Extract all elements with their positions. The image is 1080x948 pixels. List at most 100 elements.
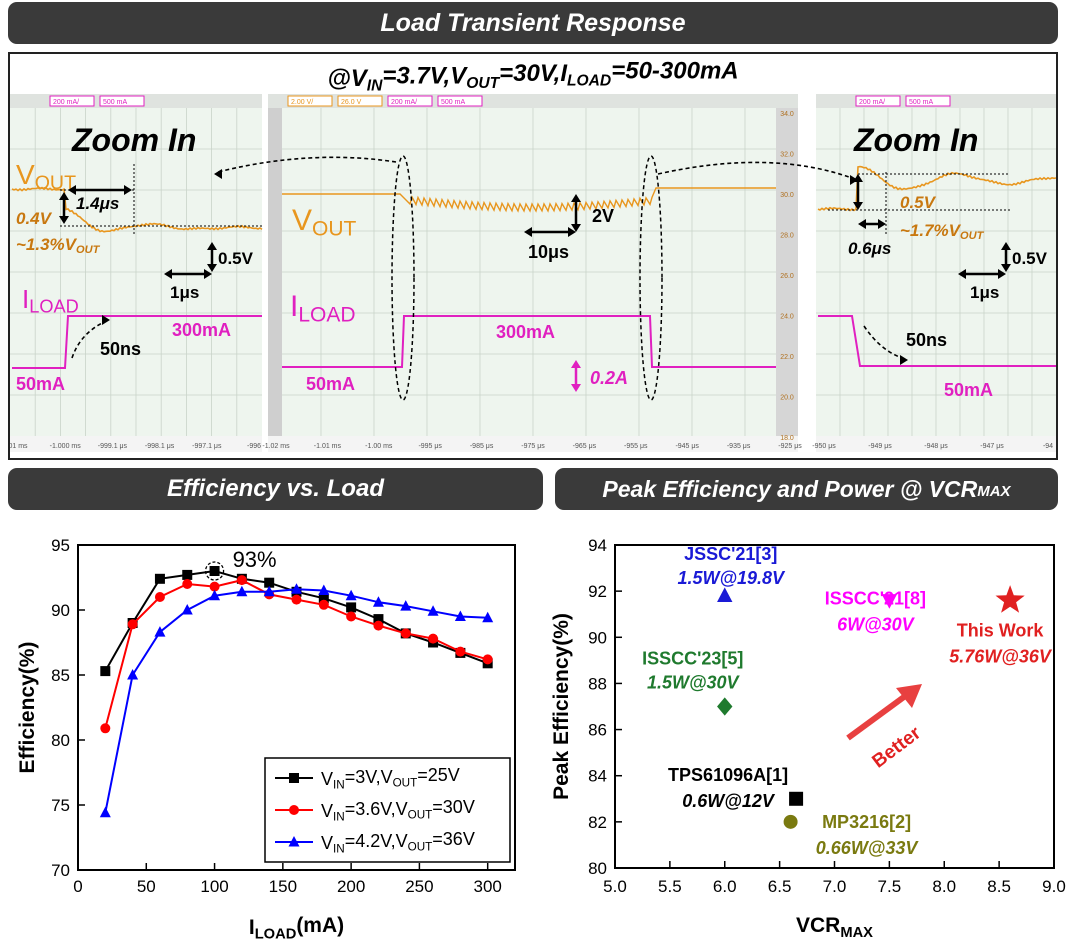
left-rise-time: 50ns — [100, 339, 141, 359]
legend-swatch-marker — [288, 836, 300, 847]
vout-label-middle-part: V — [292, 204, 312, 237]
peak-xtick-label: 5.5 — [658, 877, 682, 896]
peak-xtick-label: 9.0 — [1042, 877, 1066, 896]
vout-label-left-part: V — [16, 159, 35, 190]
right-tdiv: 1μs — [970, 283, 999, 302]
peak-xtick-label: 8.5 — [987, 877, 1011, 896]
scope-time-tick: -1.00 ms — [365, 443, 393, 450]
better-arrow-head — [896, 684, 922, 708]
efficiency-point — [182, 579, 193, 589]
scope-time-tick: 01 ms — [10, 443, 28, 450]
efficiency-point — [346, 611, 357, 622]
scope-chip-text: 500 mA — [441, 99, 465, 106]
waveform-iload-middle — [282, 315, 776, 368]
legend-label-part: V — [321, 833, 333, 853]
efficiency-point — [264, 577, 275, 588]
scope-time-tick: -925 μs — [778, 443, 802, 450]
test-condition-part: @V — [327, 65, 368, 92]
vdiv-arrow-right-head-top — [1001, 242, 1011, 250]
efficiency-legend — [264, 757, 511, 863]
peak-point-3 — [717, 697, 733, 716]
banner-load-transient: Load Transient Response — [8, 2, 1058, 44]
left-tdiv: 1μs — [170, 283, 199, 302]
iload-label-left-part: I — [22, 284, 29, 314]
scope-chip — [287, 95, 333, 107]
legend-label: VIN=3.6V,VOUT=30V — [321, 797, 475, 823]
left-undershoot: 0.4V — [16, 209, 53, 228]
left-vdiv-part: 0.5V — [218, 249, 254, 268]
efficiency-point — [482, 654, 493, 665]
scope-chip-text: 200 mA/ — [53, 99, 79, 106]
peak-point-name: ISSCC'23[5] — [642, 649, 743, 669]
efficiency-xtick-label: 250 — [405, 877, 433, 896]
scope-side-bar-left — [268, 108, 282, 436]
peak-ytick-label: 92 — [588, 582, 607, 601]
peak-point-0 — [717, 587, 733, 603]
efficiency-point — [154, 592, 165, 602]
peak-ytick-label: 84 — [588, 767, 607, 786]
efficiency-ylabel: Efficiency(%) — [16, 642, 39, 774]
efficiency-series-line-0 — [104, 569, 489, 672]
peak-ytick-label: 88 — [588, 674, 607, 693]
zoom-in-label-right: Zoom In — [853, 122, 978, 158]
efficiency-ytick-label: 80 — [51, 731, 70, 750]
peak-ytick-label: 90 — [588, 628, 607, 647]
scope-panel-right: 200 mA/500 mA -950 μs -949 μs -948 μs -947 μ… — [812, 94, 1056, 452]
peak-point-name: ISSCC'21[8] — [825, 588, 926, 608]
right-overshoot-part: 0.5V — [900, 193, 937, 212]
better-arrow-shaft — [846, 691, 910, 741]
efficiency-point — [482, 611, 494, 623]
scope-time-tick: -94 — [1043, 443, 1053, 450]
scope-time-tick: -947 μs — [980, 443, 1004, 450]
scope-time-tick: -999.1 μs — [98, 443, 128, 450]
scope-time-tick: -949 μs — [868, 443, 892, 450]
left-recover-time: 1.4μs — [76, 194, 119, 213]
efficiency-point — [318, 593, 329, 604]
peak-point-power: 1.5W@30V — [647, 673, 741, 693]
recover-arrow-right-head-left — [858, 219, 866, 229]
vout-label-left: VOUT — [16, 159, 76, 194]
efficiency-point — [127, 618, 138, 628]
peak-point-power: 1.5W@19.8V — [677, 568, 786, 588]
scope-scale-label: 18.0 — [780, 435, 794, 442]
scope-time-tick: -996 — [247, 443, 261, 450]
efficiency-point — [400, 628, 411, 639]
test-condition-part: =3.7V,V — [382, 62, 468, 89]
peak-ytick-label: 86 — [588, 721, 607, 740]
scope-panel-left: 200 mA/500 mA 01 ms -1.000 ms -999.1 μs -998… — [10, 94, 262, 452]
banner-peak-efficiency: Peak Efficiency and Power @ VCR MAX — [555, 468, 1058, 510]
right-pct-part: OUT — [960, 230, 985, 242]
tdiv-arrow-middle-head-right — [568, 227, 576, 237]
peak-point-name: JSSC'21[3] — [684, 544, 777, 564]
scope-time-tick: -1.02 ms — [262, 443, 290, 450]
right-vdiv-part: 0.5V — [1012, 249, 1048, 268]
waveform-vout-right — [817, 165, 1056, 212]
legend-label: VIN=4.2V,VOUT=36V — [321, 829, 475, 855]
scope-scale-label: 22.0 — [780, 354, 794, 361]
waveform-vout-middle — [282, 187, 776, 213]
rise-curve-left-head — [102, 315, 110, 325]
efficiency-xlabel-part: LOAD — [255, 926, 297, 942]
efficiency-point — [263, 585, 275, 597]
peak-annotation-part: 93% — [233, 547, 277, 572]
peak-efficiency-plot: 5.0 5.5 6.0 6.5 7.0 7.5 8.0 8.5 9.0 80 82 84 86 88 90 9… — [550, 536, 1066, 941]
zoom-link-right-head — [850, 175, 858, 185]
efficiency-point — [209, 566, 220, 576]
efficiency-plot: 0 50 100 150 200 250 300 70 75 80 85 90 95 ILOAD(mA) E… — [16, 536, 516, 942]
idiv-arrow-middle-head-bottom — [571, 384, 581, 392]
scope-panel-middle: 2.00 V/26.0 V 200 mA/500 mA -1.02 ms -1.01 … — [262, 94, 802, 452]
better-label: Better — [868, 722, 925, 772]
peak-xtick-label: 6.0 — [713, 877, 737, 896]
peak-point-name: This Work — [957, 620, 1045, 640]
legend-label-part: OUT — [393, 777, 418, 790]
tdiv-arrow-left-head-left — [164, 269, 172, 279]
left-pct-part: OUT — [76, 244, 101, 256]
scope-scale-label: 30.0 — [780, 192, 794, 199]
legend-label-part: OUT — [408, 809, 433, 822]
scope-chip-text: 26.0 V — [341, 99, 362, 106]
scope-chip — [437, 95, 483, 107]
efficiency-xlabel-part: (mA) — [296, 914, 344, 937]
peak-point-power: 0.6W@12V — [682, 791, 776, 811]
efficiency-point — [209, 581, 220, 592]
efficiency-point — [99, 806, 111, 818]
